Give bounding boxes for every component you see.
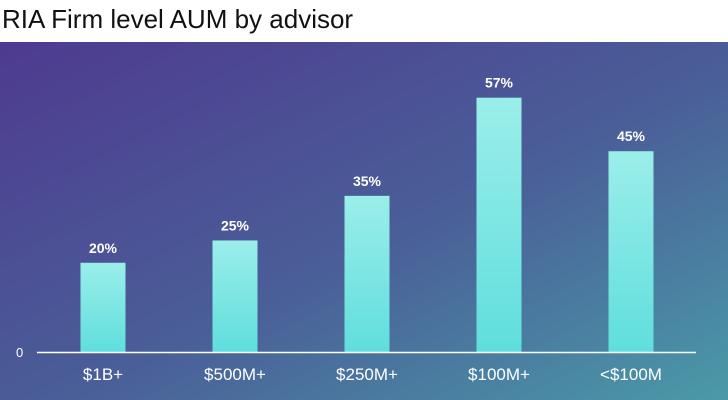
bar xyxy=(80,262,126,352)
bar xyxy=(476,97,522,352)
title-bar: RIA Firm level AUM by advisor xyxy=(0,0,728,42)
x-tick-label: $1B+ xyxy=(83,365,123,384)
bar-value-label: 25% xyxy=(221,217,250,233)
y-tick-label: 0 xyxy=(16,345,23,360)
x-tick-label: $250M+ xyxy=(336,365,398,384)
bar-chart: 0 20% $1B+ 25% $500M+ 35% $250M+ 57% $100M+ 45% <… xyxy=(0,42,728,400)
bar-value-label: 35% xyxy=(353,173,382,189)
bar-value-label: 57% xyxy=(485,75,514,91)
bar-value-label: 45% xyxy=(617,128,646,144)
bar xyxy=(212,240,258,352)
labels-layer: 20% $1B+ 25% $500M+ 35% $250M+ 57% $100M+ 45% <$1… xyxy=(83,75,662,384)
chart-title: RIA Firm level AUM by advisor xyxy=(2,4,354,34)
chart-plot-area: 0 20% $1B+ 25% $500M+ 35% $250M+ 57% $100M+ 45% <… xyxy=(0,42,728,400)
bar xyxy=(608,151,654,352)
x-tick-label: <$100M xyxy=(600,365,662,384)
x-tick-label: $100M+ xyxy=(468,365,530,384)
bar-value-label: 20% xyxy=(89,240,118,256)
bar xyxy=(344,195,390,352)
bars-layer xyxy=(80,97,654,352)
x-tick-label: $500M+ xyxy=(204,365,266,384)
